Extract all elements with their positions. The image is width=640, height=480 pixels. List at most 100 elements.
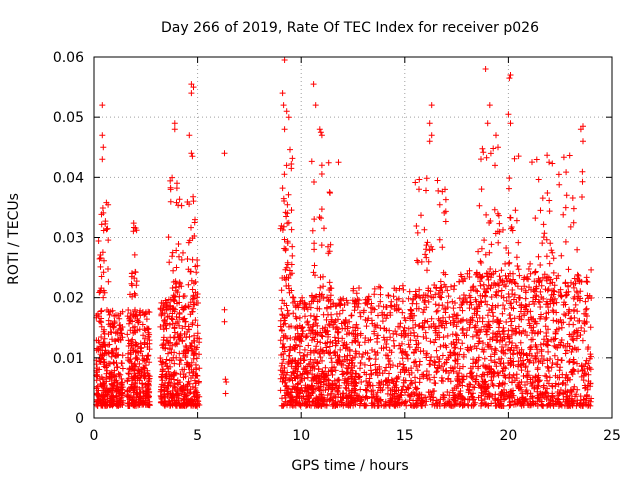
data-point <box>131 308 138 315</box>
data-point <box>193 269 200 276</box>
data-point <box>358 354 365 360</box>
data-point <box>97 288 104 295</box>
data-point <box>107 375 113 382</box>
data-point <box>141 375 148 381</box>
data-point <box>157 388 164 395</box>
data-point <box>327 190 333 196</box>
data-point <box>433 347 440 354</box>
data-point <box>116 397 122 404</box>
data-point <box>418 258 425 265</box>
data-point <box>313 343 320 350</box>
data-point <box>324 304 330 311</box>
data-point <box>433 308 440 315</box>
data-point <box>135 396 142 403</box>
data-point <box>527 260 534 267</box>
data-point <box>305 361 312 368</box>
data-point <box>164 388 171 395</box>
data-point <box>97 351 104 358</box>
data-point <box>357 365 363 372</box>
data-point <box>117 389 124 396</box>
data-point <box>288 401 295 408</box>
data-point <box>498 267 505 274</box>
data-point <box>110 323 117 330</box>
data-point <box>125 343 132 349</box>
data-point <box>429 388 436 395</box>
data-point <box>329 364 335 371</box>
data-point <box>177 371 184 378</box>
data-point <box>169 285 176 291</box>
data-point <box>363 323 370 330</box>
data-point <box>513 217 520 224</box>
data-point <box>94 391 101 398</box>
data-point <box>335 376 342 383</box>
data-point <box>331 402 338 409</box>
data-point <box>317 339 324 346</box>
data-point <box>543 253 550 260</box>
data-point <box>579 194 585 200</box>
data-point <box>164 314 171 320</box>
data-point <box>296 349 303 356</box>
data-point <box>160 344 167 351</box>
data-point <box>282 320 289 327</box>
data-point <box>326 279 333 286</box>
data-point <box>165 383 172 389</box>
data-point <box>125 337 132 344</box>
data-point <box>550 269 557 276</box>
y-tick-label: 0.01 <box>53 351 84 367</box>
data-point <box>311 336 318 343</box>
data-point <box>431 380 438 386</box>
data-point <box>292 313 299 320</box>
data-point <box>558 357 565 364</box>
data-point <box>412 179 419 186</box>
data-point <box>307 324 314 331</box>
data-point <box>316 214 323 221</box>
data-point <box>188 224 194 231</box>
data-point <box>100 294 107 301</box>
data-point <box>93 385 100 392</box>
data-point <box>182 350 189 357</box>
data-point <box>132 363 139 370</box>
data-point <box>180 374 187 381</box>
data-point <box>521 283 528 290</box>
data-point <box>335 159 342 166</box>
data-point <box>514 263 521 269</box>
data-point <box>277 367 284 374</box>
data-point <box>190 349 197 356</box>
data-point <box>339 307 346 314</box>
data-point <box>279 297 286 304</box>
data-point <box>174 387 181 394</box>
data-point <box>278 352 285 358</box>
data-point <box>493 337 500 344</box>
data-point <box>170 383 177 390</box>
data-point <box>329 386 335 393</box>
data-point <box>567 223 574 230</box>
data-point <box>176 196 183 203</box>
data-point <box>436 236 443 243</box>
data-point <box>101 392 108 399</box>
data-point <box>319 357 325 364</box>
data-point <box>413 223 420 229</box>
data-point <box>508 318 515 325</box>
data-point <box>383 344 390 351</box>
data-point <box>399 355 406 362</box>
y-axis-label: ROTI / TECUs <box>6 193 22 285</box>
data-point <box>342 345 349 352</box>
data-point <box>160 326 167 333</box>
data-point <box>306 402 313 409</box>
data-point <box>115 386 122 393</box>
data-point <box>184 256 191 262</box>
y-tick-label: 0.06 <box>53 50 84 66</box>
data-point <box>136 402 143 408</box>
data-point <box>128 360 135 366</box>
data-point <box>145 352 152 359</box>
data-point <box>179 338 186 345</box>
data-point <box>316 372 322 379</box>
data-point <box>318 242 325 249</box>
data-point <box>142 335 148 342</box>
data-point <box>579 337 586 344</box>
data-point <box>166 259 173 266</box>
data-point <box>301 346 308 353</box>
data-point <box>477 258 484 265</box>
data-point <box>188 150 195 157</box>
data-point <box>566 152 573 159</box>
